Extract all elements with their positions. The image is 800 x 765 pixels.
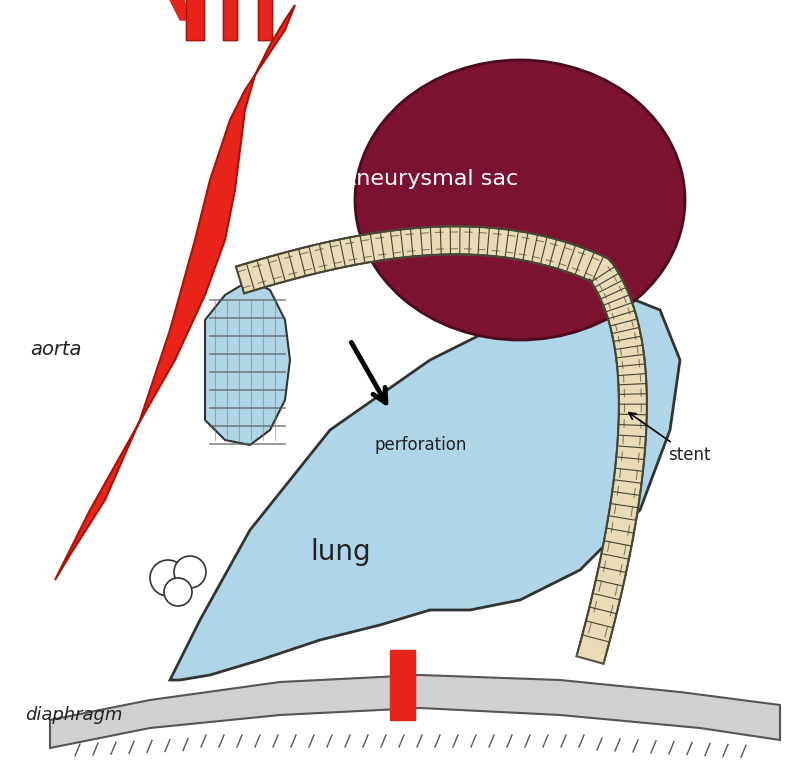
Circle shape bbox=[150, 560, 186, 596]
Polygon shape bbox=[223, 0, 237, 40]
Text: lung: lung bbox=[310, 538, 370, 566]
Polygon shape bbox=[258, 0, 272, 40]
Circle shape bbox=[174, 556, 206, 588]
Text: stent: stent bbox=[629, 412, 710, 464]
Circle shape bbox=[164, 578, 192, 606]
Polygon shape bbox=[170, 0, 190, 20]
Text: perforation: perforation bbox=[375, 436, 467, 454]
Polygon shape bbox=[55, 5, 295, 580]
Polygon shape bbox=[170, 290, 680, 680]
Polygon shape bbox=[186, 0, 204, 40]
Polygon shape bbox=[390, 650, 415, 720]
Text: diaphragm: diaphragm bbox=[25, 706, 122, 724]
Polygon shape bbox=[236, 226, 647, 664]
Text: aorta: aorta bbox=[30, 340, 82, 359]
Polygon shape bbox=[50, 675, 780, 748]
Text: Aneurysmal sac: Aneurysmal sac bbox=[342, 169, 518, 189]
Ellipse shape bbox=[355, 60, 685, 340]
Polygon shape bbox=[205, 280, 290, 445]
